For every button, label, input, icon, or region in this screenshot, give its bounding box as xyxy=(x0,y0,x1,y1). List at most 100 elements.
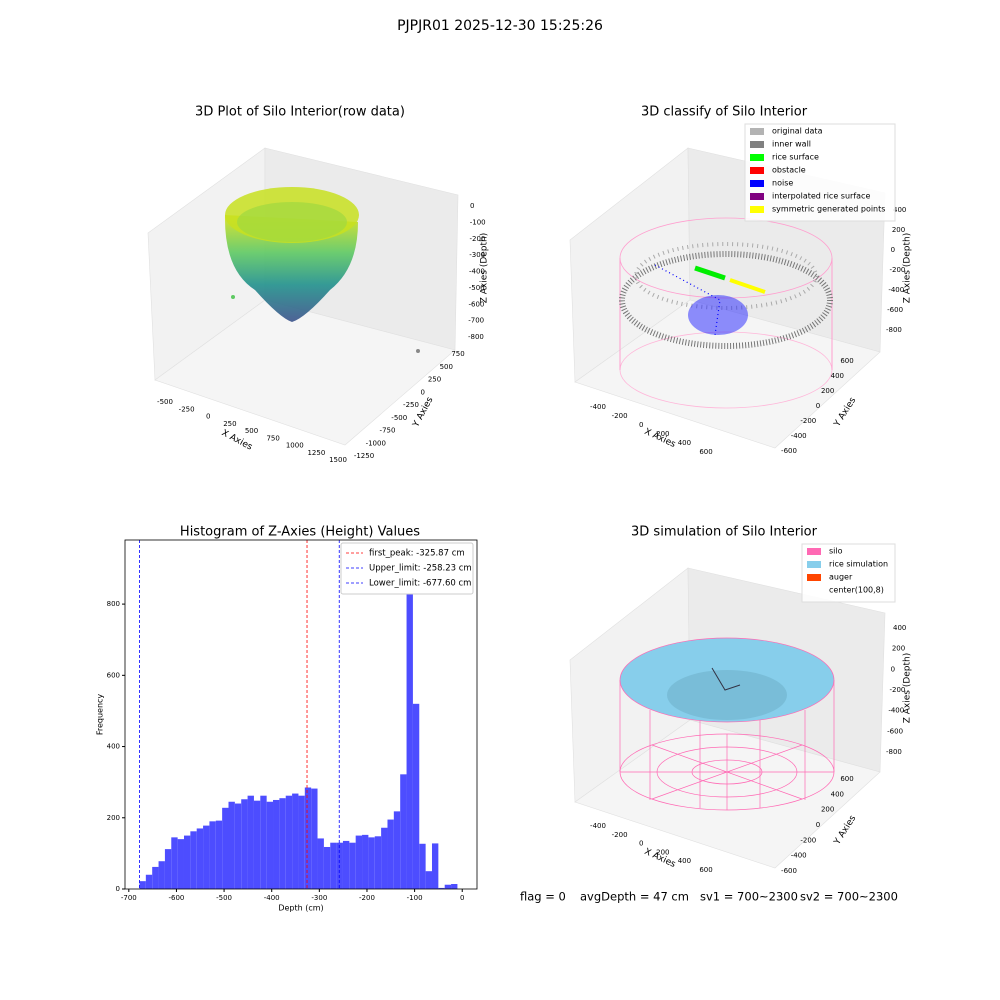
bar xyxy=(381,827,388,889)
y-tick-label: -500 xyxy=(391,414,407,422)
x-tick-label: -200 xyxy=(612,412,628,420)
y-tick-label: 0 xyxy=(816,821,820,829)
y-tick-label: -1000 xyxy=(366,439,386,447)
x-tick-label: 500 xyxy=(245,427,258,435)
bar xyxy=(215,820,223,889)
z-tick-label: -800 xyxy=(886,326,902,334)
bar xyxy=(336,842,343,889)
bar xyxy=(438,887,445,889)
legend-swatch xyxy=(807,587,821,594)
y-tick-label: 0 xyxy=(421,388,425,396)
y-tick-label: 0 xyxy=(816,402,820,410)
legend-swatch xyxy=(750,206,764,213)
x-tick-label: 0 xyxy=(206,413,210,421)
z-tick-label: 200 xyxy=(892,645,905,653)
z-tick-label: -400 xyxy=(888,286,904,294)
bar xyxy=(285,795,293,889)
bar xyxy=(362,834,369,889)
status-text: sv2 = 700~2300 xyxy=(800,890,898,904)
bar xyxy=(209,821,216,889)
y-tick-label: 750 xyxy=(451,350,464,358)
z-tick-label: -600 xyxy=(887,306,903,314)
y-tick-label: 600 xyxy=(107,671,120,679)
status-text: sv1 = 700~2300 xyxy=(700,890,798,904)
chart-title: Histogram of Z-Axies (Height) Values xyxy=(180,525,420,540)
classify-cloud xyxy=(619,217,833,409)
z-tick-label: 200 xyxy=(892,226,905,234)
legend-label: symmetric generated points xyxy=(772,205,885,214)
bar xyxy=(234,803,242,889)
legend-swatch xyxy=(750,141,764,148)
y-axis-label: Frequency xyxy=(96,694,105,736)
bar xyxy=(406,559,413,889)
legend-swatch xyxy=(750,193,764,200)
z-axis-label: Z Axies (Depth) xyxy=(903,653,913,724)
y-tick-label: 200 xyxy=(107,814,120,822)
bar xyxy=(323,846,331,889)
x-tick-label: -200 xyxy=(359,894,375,902)
bar xyxy=(311,788,318,889)
y-tick-label: 200 xyxy=(821,806,834,814)
legend-label: silo xyxy=(829,547,843,556)
y-axis-label: Y Axies xyxy=(832,396,858,430)
bar xyxy=(279,798,286,889)
bar xyxy=(292,793,299,889)
y-tick-label: -200 xyxy=(800,417,816,425)
silo-simulation xyxy=(619,637,835,811)
legend-label: Lower_limit: -677.60 cm xyxy=(369,579,471,589)
x-tick-label: -400 xyxy=(590,403,606,411)
x-tick-label: 200 xyxy=(656,430,669,438)
bar xyxy=(342,840,350,889)
legend-label: original data xyxy=(772,127,823,136)
z-tick-label: -200 xyxy=(470,235,486,243)
y-tick-label: -400 xyxy=(791,852,807,860)
y-tick-label: 500 xyxy=(440,363,453,371)
z-tick-label: -300 xyxy=(469,251,485,259)
x-tick-label: 0 xyxy=(460,894,464,902)
bar xyxy=(349,842,356,889)
legend-label: Upper_limit: -258.23 cm xyxy=(369,564,472,574)
bar xyxy=(451,884,458,889)
bar xyxy=(368,837,375,889)
z-tick-label: -200 xyxy=(890,686,906,694)
z-axis-label: Z Axies (Depth) xyxy=(903,233,913,304)
y-tick-label: -750 xyxy=(380,427,396,435)
x-tick-label: 1500 xyxy=(329,456,347,464)
bar xyxy=(400,774,407,889)
legend-label: auger xyxy=(829,573,853,582)
bar xyxy=(196,828,204,889)
bar xyxy=(241,799,248,889)
x-tick-label: 600 xyxy=(699,866,712,874)
y-axis-label: Y Axies xyxy=(832,814,858,848)
z-tick-label: -700 xyxy=(468,317,484,325)
x-tick-label: 1000 xyxy=(286,442,304,450)
y-tick-label: 600 xyxy=(840,775,853,783)
z-tick-label: -500 xyxy=(469,284,485,292)
plot-frame xyxy=(124,539,478,890)
y-tick-label: 400 xyxy=(831,790,844,798)
y-tick-label: 0 xyxy=(116,885,120,893)
bar xyxy=(387,819,394,889)
z-tick-label: -400 xyxy=(888,707,904,715)
y-tick-label: 800 xyxy=(107,600,120,608)
z-tick-label: 0 xyxy=(891,665,895,673)
bar xyxy=(266,801,274,889)
legend-swatch xyxy=(750,154,764,161)
bar xyxy=(444,884,452,889)
bar xyxy=(298,795,305,889)
z-tick-label: -100 xyxy=(470,218,486,226)
bar xyxy=(203,825,210,889)
y-tick-label: 200 xyxy=(821,387,834,395)
bar xyxy=(152,866,159,889)
bar xyxy=(222,807,229,889)
legend-label: first_peak: -325.87 cm xyxy=(369,549,465,559)
x-tick-label: 750 xyxy=(266,434,279,442)
bar xyxy=(158,861,165,889)
x-tick-label: -500 xyxy=(157,398,173,406)
legend-label: noise xyxy=(772,179,793,188)
x-tick-label: -300 xyxy=(311,894,327,902)
bar xyxy=(317,838,324,889)
y-tick-label: -600 xyxy=(781,867,797,875)
bar xyxy=(425,871,432,889)
